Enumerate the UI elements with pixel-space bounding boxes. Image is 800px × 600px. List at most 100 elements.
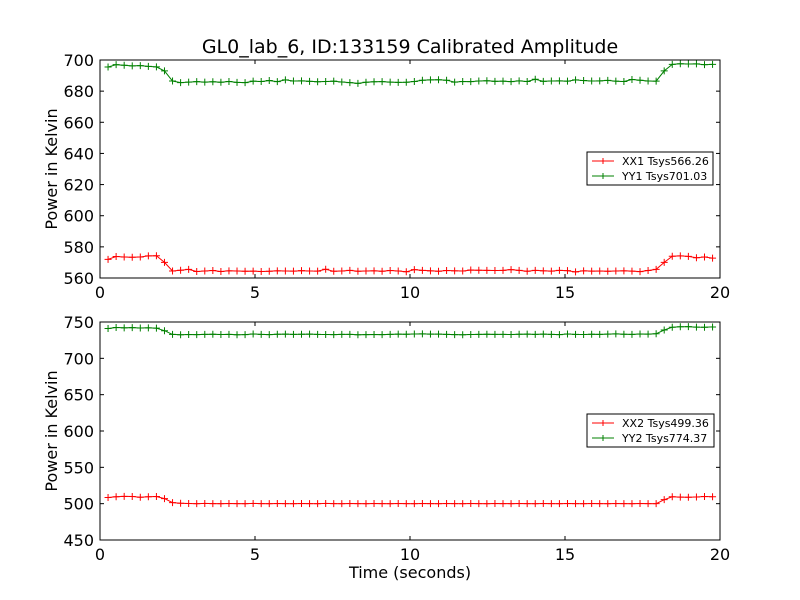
data-point — [572, 268, 580, 276]
data-point — [104, 493, 112, 501]
data-point — [346, 266, 354, 274]
data-point — [652, 77, 660, 85]
data-point — [443, 500, 451, 508]
data-point — [241, 500, 249, 508]
y-axis-label: Power in Kelvin — [42, 370, 61, 491]
data-point — [346, 500, 354, 508]
data-point — [491, 500, 499, 508]
data-point — [523, 330, 531, 338]
top-panel: 0 5 10 15 20 560 580 600 620 640 660 680 700 Power in… — [42, 51, 730, 302]
data-point — [338, 500, 346, 508]
data-point — [443, 76, 451, 84]
data-point — [112, 253, 120, 261]
data-point — [701, 323, 708, 331]
data-point — [104, 63, 112, 71]
chart-title: GL0_lab_6, ID:133159 Calibrated Amplitud… — [202, 36, 618, 58]
data-point — [120, 61, 128, 69]
y-tick-label: 500 — [63, 495, 94, 514]
data-point — [257, 330, 265, 338]
x-axis-label: Time (seconds) — [348, 563, 471, 582]
data-point — [507, 500, 515, 508]
data-point — [209, 500, 217, 508]
data-point — [435, 330, 443, 338]
data-point — [185, 78, 193, 86]
data-point — [660, 258, 668, 266]
data-point — [298, 267, 305, 275]
data-point — [370, 78, 378, 86]
data-point — [394, 78, 402, 86]
data-point — [370, 267, 378, 275]
data-point — [628, 330, 636, 338]
y-tick-label: 660 — [63, 113, 94, 132]
data-point — [483, 500, 491, 508]
data-point — [491, 330, 499, 338]
data-point — [612, 77, 620, 85]
x-tick-label: 10 — [400, 545, 420, 564]
legend-box — [586, 413, 715, 448]
data-point — [273, 267, 281, 275]
data-point — [209, 330, 217, 338]
data-point — [660, 496, 668, 504]
x-tick-label: 20 — [710, 283, 730, 302]
data-point — [692, 493, 700, 501]
data-point — [217, 330, 225, 338]
data-point — [273, 500, 281, 508]
data-point — [144, 62, 152, 70]
data-point — [604, 267, 612, 275]
x-tick-label: 0 — [95, 545, 105, 564]
data-point — [709, 493, 717, 501]
data-point — [386, 78, 394, 86]
data-point — [185, 330, 193, 338]
data-point — [281, 76, 289, 84]
data-point — [402, 268, 410, 276]
data-point — [120, 324, 128, 332]
data-point — [523, 267, 531, 275]
data-point — [668, 493, 676, 501]
data-point — [298, 77, 305, 85]
data-point — [555, 331, 563, 339]
data-point — [354, 331, 362, 339]
legend-label: YY1 Tsys701.03 — [621, 170, 707, 183]
x-tick-label: 15 — [555, 545, 575, 564]
data-point — [370, 500, 378, 508]
data-point — [104, 325, 112, 333]
data-point — [330, 331, 338, 339]
data-point — [281, 267, 289, 275]
data-point — [475, 500, 483, 508]
data-point — [459, 267, 467, 275]
data-point — [136, 253, 144, 261]
data-point — [483, 77, 491, 85]
data-point — [555, 77, 563, 85]
data-point — [539, 77, 547, 85]
data-point — [692, 60, 700, 68]
data-point — [378, 267, 386, 275]
y-tick-label: 750 — [63, 313, 94, 332]
data-point — [136, 324, 144, 332]
data-point — [394, 500, 402, 508]
data-point — [128, 253, 136, 261]
data-point — [289, 500, 297, 508]
data-point — [322, 330, 330, 338]
data-point — [612, 500, 620, 508]
data-point — [435, 267, 443, 275]
y-tick-label: 650 — [63, 386, 94, 405]
data-point — [491, 267, 499, 275]
data-point — [193, 500, 201, 508]
data-point — [620, 500, 628, 508]
legend-marker — [600, 435, 606, 441]
data-point — [701, 493, 708, 501]
x-tick-label: 5 — [250, 283, 260, 302]
data-point — [418, 76, 426, 84]
legend-box — [586, 151, 714, 186]
data-point — [652, 265, 660, 273]
data-point — [386, 500, 394, 508]
data-point — [426, 330, 434, 338]
data-point — [265, 331, 273, 339]
y-tick-label: 680 — [63, 82, 94, 101]
data-point — [523, 77, 531, 85]
data-point — [701, 61, 708, 69]
data-point — [418, 266, 426, 274]
data-point — [386, 330, 394, 338]
legend-marker — [600, 420, 606, 426]
data-point — [660, 67, 668, 75]
